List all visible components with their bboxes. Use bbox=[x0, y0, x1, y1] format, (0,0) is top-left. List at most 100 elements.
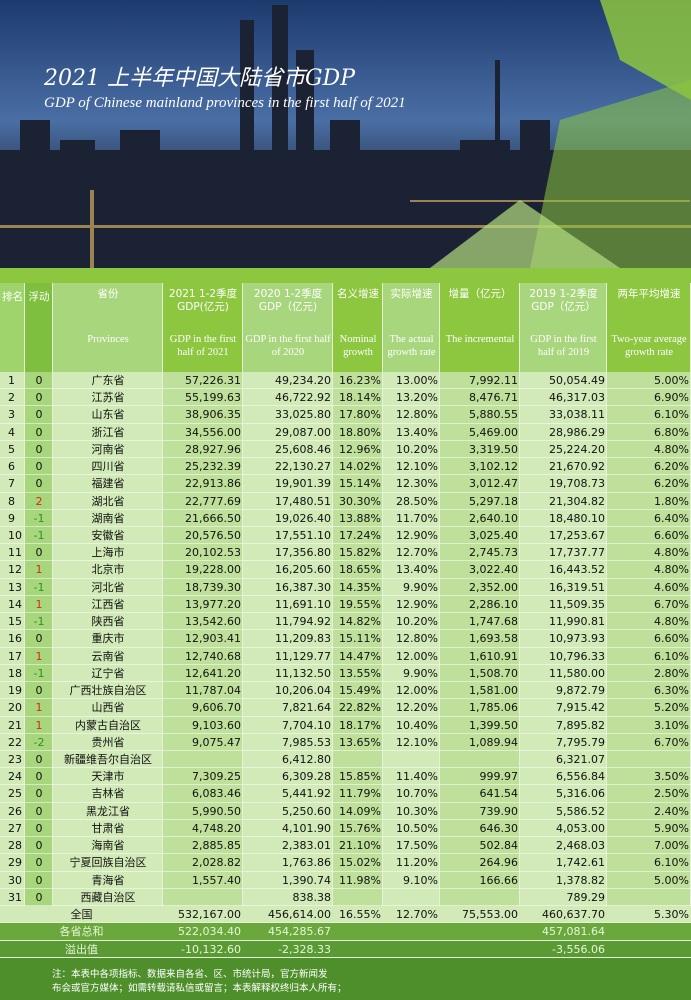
header-cell bbox=[383, 283, 440, 372]
table-cell: 28 bbox=[8, 839, 22, 853]
province: 广西壮族自治区 bbox=[69, 684, 147, 698]
province: 河南省 bbox=[91, 442, 125, 456]
column-bg bbox=[520, 372, 607, 906]
table-cell: 3,012.47 bbox=[469, 477, 518, 491]
table-cell: 16,443.52 bbox=[549, 563, 605, 577]
header-zh: 排名 bbox=[2, 291, 23, 303]
table-cell: 5,990.50 bbox=[192, 804, 241, 818]
table-cell: 2,640.10 bbox=[469, 511, 518, 525]
table-cell: 16,319.51 bbox=[549, 580, 605, 594]
table-cell: 24 bbox=[8, 770, 22, 784]
table-cell: 13.40% bbox=[396, 563, 438, 577]
table-cell: 1,399.50 bbox=[469, 718, 518, 732]
table-cell: 0 bbox=[35, 442, 43, 456]
table-cell: 46,317.03 bbox=[549, 391, 605, 405]
province: 辽宁省 bbox=[91, 666, 125, 680]
row-line bbox=[0, 629, 691, 631]
table-cell: 12.96% bbox=[339, 442, 381, 456]
table-cell: 49,234.20 bbox=[275, 374, 331, 387]
total-cell: 522,034.40 bbox=[178, 925, 241, 939]
total-cell: 532,167.00 bbox=[178, 908, 241, 921]
table-cell: 7 bbox=[8, 477, 15, 491]
table-cell: 17.50% bbox=[396, 839, 438, 853]
table-cell: 1,581.00 bbox=[469, 684, 518, 698]
table-cell: 3,319.50 bbox=[469, 442, 518, 456]
table-cell: 2,885.85 bbox=[192, 839, 241, 853]
table-cell: 6,321.07 bbox=[556, 752, 605, 766]
table-cell: 22,777.69 bbox=[185, 494, 241, 508]
table-cell: 16.23% bbox=[339, 374, 381, 387]
table-cell: 12.70% bbox=[396, 546, 438, 560]
table-cell: 6,309.28 bbox=[282, 770, 331, 784]
table-cell: 16 bbox=[8, 632, 22, 646]
table-cell: 4.80% bbox=[654, 615, 689, 629]
table-cell: 14.02% bbox=[339, 460, 381, 474]
province: 四川省 bbox=[91, 460, 125, 474]
total-cell: 460,637.70 bbox=[542, 908, 605, 921]
table-cell: 33,025.80 bbox=[275, 408, 331, 422]
total-row bbox=[0, 906, 691, 924]
table-cell: 10,796.33 bbox=[549, 649, 605, 663]
row-line bbox=[0, 457, 691, 459]
table-cell: 0 bbox=[35, 890, 43, 904]
row-line bbox=[0, 508, 691, 510]
table-cell: 12.30% bbox=[396, 477, 438, 491]
footnote: 注：本表中各项指标、数据来自各省、区、市统计局，官方新闻发 bbox=[52, 969, 328, 980]
table-cell: 3,025.40 bbox=[469, 529, 518, 543]
table-cell: 12.20% bbox=[396, 701, 438, 715]
table-cell: 2 bbox=[8, 391, 15, 405]
table-cell: 15 bbox=[8, 615, 22, 629]
table-cell: 25,224.20 bbox=[549, 442, 605, 456]
table-cell: 22,913.86 bbox=[185, 477, 241, 491]
table-cell: 7,309.25 bbox=[192, 770, 241, 784]
table-cell: 12.90% bbox=[396, 597, 438, 611]
table-cell: 0 bbox=[35, 546, 43, 560]
header-zh: 省份 bbox=[97, 288, 119, 300]
province: 湖南省 bbox=[91, 511, 125, 525]
table-cell: 6.60% bbox=[654, 632, 689, 646]
table-cell: 17,737.77 bbox=[549, 546, 605, 560]
table-cell: 2 bbox=[35, 494, 43, 508]
table-cell: 22,130.27 bbox=[275, 460, 331, 474]
table-cell: 20 bbox=[8, 701, 22, 715]
table-cell: 1,747.68 bbox=[469, 615, 518, 629]
table-cell: 22 bbox=[8, 735, 22, 749]
province: 湖北省 bbox=[91, 494, 125, 508]
table-cell: 23 bbox=[8, 752, 22, 766]
row-line bbox=[0, 698, 691, 700]
row-line bbox=[0, 474, 691, 476]
header-en: Two-year average growth rate bbox=[611, 334, 687, 358]
table-cell: 12,903.41 bbox=[185, 632, 241, 646]
header-zh: 增量（亿元） bbox=[448, 288, 512, 300]
row-line bbox=[0, 715, 691, 717]
table-cell: 1,089.94 bbox=[469, 735, 518, 749]
header-zh: 2020 1-2季度 GDP（亿元) bbox=[253, 288, 323, 313]
row-line bbox=[0, 646, 691, 648]
column-bg bbox=[163, 372, 243, 906]
table-cell: 1 bbox=[35, 563, 43, 577]
table-cell: 0 bbox=[35, 632, 43, 646]
table-cell: 19,026.40 bbox=[275, 511, 331, 525]
table-cell: 7,795.79 bbox=[556, 735, 605, 749]
province: 江西省 bbox=[91, 597, 125, 611]
row-line bbox=[0, 905, 691, 906]
header-zh: 2019 1-2季度 GDP（亿元） bbox=[529, 288, 598, 313]
table-cell: 1 bbox=[35, 701, 43, 715]
table-cell: 13.20% bbox=[396, 391, 438, 405]
table-cell: 17.80% bbox=[339, 408, 381, 422]
total-cell: 457,081.64 bbox=[542, 925, 605, 939]
table-cell: 11,580.00 bbox=[549, 666, 605, 680]
table-cell: 13.65% bbox=[339, 735, 381, 749]
header-en: GDP in the first half of 2019 bbox=[530, 334, 597, 358]
table-cell: 21,304.82 bbox=[549, 494, 605, 508]
table-cell: 18.65% bbox=[339, 563, 381, 577]
header-cell bbox=[243, 283, 333, 372]
row-line bbox=[0, 439, 691, 441]
table-cell: 19,708.73 bbox=[549, 477, 605, 491]
table-cell: 6.20% bbox=[654, 460, 689, 474]
table-cell: 0 bbox=[35, 425, 43, 439]
table-cell: 11,132.50 bbox=[275, 666, 331, 680]
row-line bbox=[0, 526, 691, 528]
table-cell: 30 bbox=[8, 873, 22, 887]
table-cell: 5,316.06 bbox=[556, 787, 605, 801]
